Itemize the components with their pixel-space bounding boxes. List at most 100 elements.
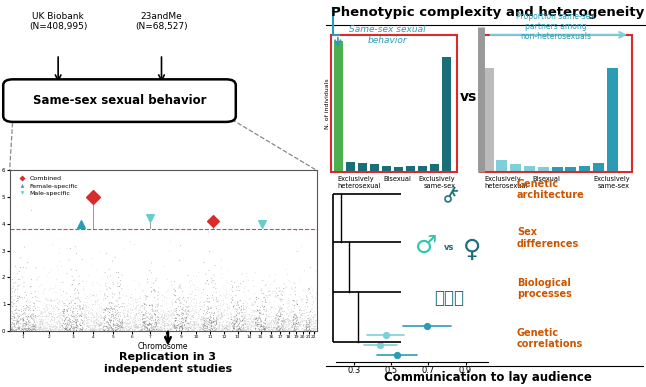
Point <box>101 283 111 289</box>
Point <box>192 284 202 291</box>
Point <box>59 314 69 320</box>
Point <box>284 317 294 323</box>
Point <box>102 319 112 325</box>
Point <box>187 304 198 310</box>
Point <box>109 317 119 324</box>
Point <box>224 311 234 317</box>
Point <box>129 323 140 329</box>
Point <box>194 321 204 327</box>
Point <box>129 327 139 333</box>
Point <box>46 296 56 302</box>
Point <box>159 327 169 333</box>
Point <box>258 320 269 326</box>
Point <box>139 315 149 322</box>
Point <box>255 325 266 331</box>
Point <box>203 315 214 321</box>
Point <box>35 312 45 319</box>
Point <box>309 327 319 334</box>
Point <box>59 326 70 332</box>
Point <box>125 321 135 327</box>
Point <box>307 314 317 320</box>
Point <box>12 298 22 305</box>
Point <box>5 284 16 291</box>
Point <box>126 315 136 321</box>
Point <box>301 326 311 332</box>
Point <box>122 321 132 327</box>
Point <box>54 327 64 334</box>
Point <box>282 326 292 332</box>
Point <box>86 314 96 320</box>
Point <box>258 324 269 330</box>
Point <box>196 324 206 330</box>
Point <box>163 288 173 294</box>
Point <box>222 287 232 293</box>
Point <box>34 322 45 328</box>
Point <box>275 326 285 332</box>
Point <box>291 315 301 322</box>
Point <box>81 311 91 317</box>
Point <box>229 326 240 332</box>
Point <box>246 327 256 334</box>
Point <box>47 314 57 320</box>
Point <box>38 316 48 322</box>
FancyBboxPatch shape <box>3 79 236 122</box>
Point <box>258 325 269 331</box>
Point <box>120 324 130 330</box>
Point <box>99 315 109 321</box>
Point <box>71 327 81 334</box>
Point <box>266 325 276 331</box>
Point <box>274 327 284 333</box>
Point <box>278 318 289 324</box>
Point <box>140 324 151 330</box>
Point <box>32 294 42 300</box>
Point <box>169 325 180 331</box>
Point <box>244 311 255 317</box>
Point <box>112 327 122 333</box>
Point <box>154 325 164 331</box>
Point <box>240 303 251 310</box>
Text: ♂: ♂ <box>415 234 437 258</box>
Point <box>158 326 168 332</box>
Point <box>218 322 228 328</box>
Point <box>286 327 296 333</box>
Point <box>180 315 190 321</box>
Point <box>117 325 127 331</box>
Point <box>159 316 169 322</box>
Point <box>122 313 132 320</box>
Point <box>167 326 178 332</box>
Point <box>55 318 65 324</box>
Point <box>6 322 17 328</box>
Point <box>85 291 95 297</box>
Point <box>58 325 68 331</box>
Point <box>244 319 254 325</box>
Point <box>302 299 312 305</box>
Point <box>45 310 55 317</box>
Point <box>14 319 24 325</box>
Point <box>155 324 165 330</box>
Point <box>220 325 231 331</box>
Point <box>307 306 318 312</box>
Point <box>5 295 15 301</box>
Point <box>105 303 116 310</box>
Point <box>167 303 178 309</box>
Point <box>57 312 67 318</box>
Point <box>123 313 134 319</box>
Point <box>28 321 39 327</box>
Point <box>44 327 54 333</box>
Point <box>180 322 190 328</box>
Point <box>144 319 154 325</box>
Point <box>289 299 300 305</box>
Point <box>193 320 203 327</box>
Point <box>298 296 309 302</box>
Point <box>121 318 131 324</box>
Point <box>85 317 95 324</box>
Point <box>178 295 189 301</box>
Point <box>278 320 289 326</box>
Point <box>162 315 172 322</box>
Point <box>268 322 278 329</box>
Point <box>127 324 137 330</box>
Point <box>236 327 246 333</box>
Point <box>175 300 185 307</box>
Point <box>32 323 42 329</box>
Point <box>234 311 244 317</box>
